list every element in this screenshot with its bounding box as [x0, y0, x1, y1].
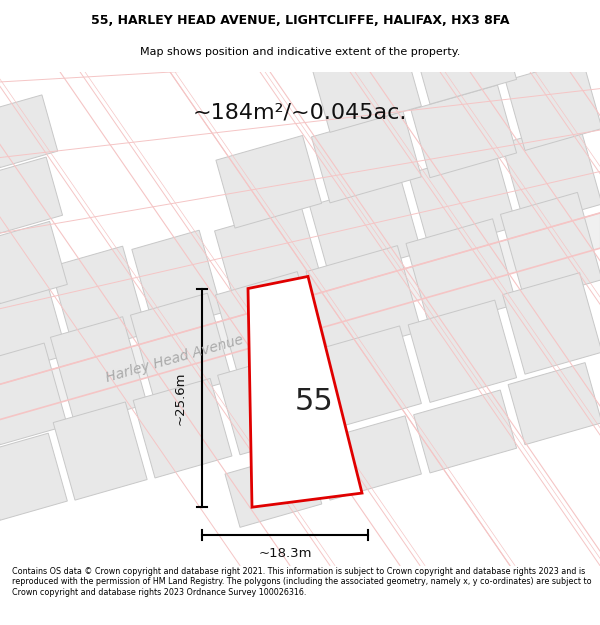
Polygon shape	[50, 317, 147, 424]
Polygon shape	[406, 219, 517, 329]
Polygon shape	[0, 221, 67, 304]
Polygon shape	[0, 95, 58, 168]
Polygon shape	[218, 352, 322, 455]
Polygon shape	[0, 433, 67, 520]
Polygon shape	[215, 272, 322, 382]
Text: ~18.3m: ~18.3m	[258, 547, 312, 560]
Polygon shape	[0, 213, 600, 419]
Text: Map shows position and indicative extent of the property.: Map shows position and indicative extent…	[140, 47, 460, 57]
Polygon shape	[132, 230, 223, 332]
Text: 55, HARLEY HEAD AVENUE, LIGHTCLIFFE, HALIFAX, HX3 8FA: 55, HARLEY HEAD AVENUE, LIGHTCLIFFE, HAL…	[91, 14, 509, 27]
Polygon shape	[503, 272, 600, 374]
Polygon shape	[0, 343, 67, 445]
Text: ~184m²/~0.045ac.: ~184m²/~0.045ac.	[193, 102, 407, 122]
Polygon shape	[0, 278, 67, 374]
Polygon shape	[308, 326, 421, 429]
Polygon shape	[502, 122, 600, 226]
Polygon shape	[508, 362, 600, 445]
Polygon shape	[311, 111, 421, 203]
Polygon shape	[248, 276, 362, 507]
Text: Contains OS data © Crown copyright and database right 2021. This information is : Contains OS data © Crown copyright and d…	[12, 567, 592, 597]
Polygon shape	[215, 206, 322, 304]
Polygon shape	[500, 192, 600, 302]
Text: 55: 55	[295, 387, 334, 416]
Polygon shape	[53, 402, 147, 500]
Polygon shape	[225, 451, 322, 528]
Polygon shape	[312, 43, 421, 132]
Polygon shape	[505, 59, 600, 151]
Polygon shape	[133, 378, 232, 478]
Polygon shape	[314, 416, 421, 500]
Polygon shape	[411, 85, 517, 177]
Polygon shape	[306, 246, 421, 357]
Polygon shape	[408, 149, 517, 251]
Polygon shape	[310, 179, 421, 279]
Polygon shape	[50, 246, 147, 354]
Polygon shape	[413, 390, 517, 473]
Polygon shape	[0, 157, 62, 233]
Text: Harley Head Avenue: Harley Head Avenue	[104, 333, 245, 385]
Polygon shape	[412, 16, 517, 104]
Polygon shape	[216, 136, 322, 228]
Text: ~25.6m: ~25.6m	[173, 371, 187, 424]
Polygon shape	[130, 293, 232, 402]
Polygon shape	[408, 300, 517, 402]
